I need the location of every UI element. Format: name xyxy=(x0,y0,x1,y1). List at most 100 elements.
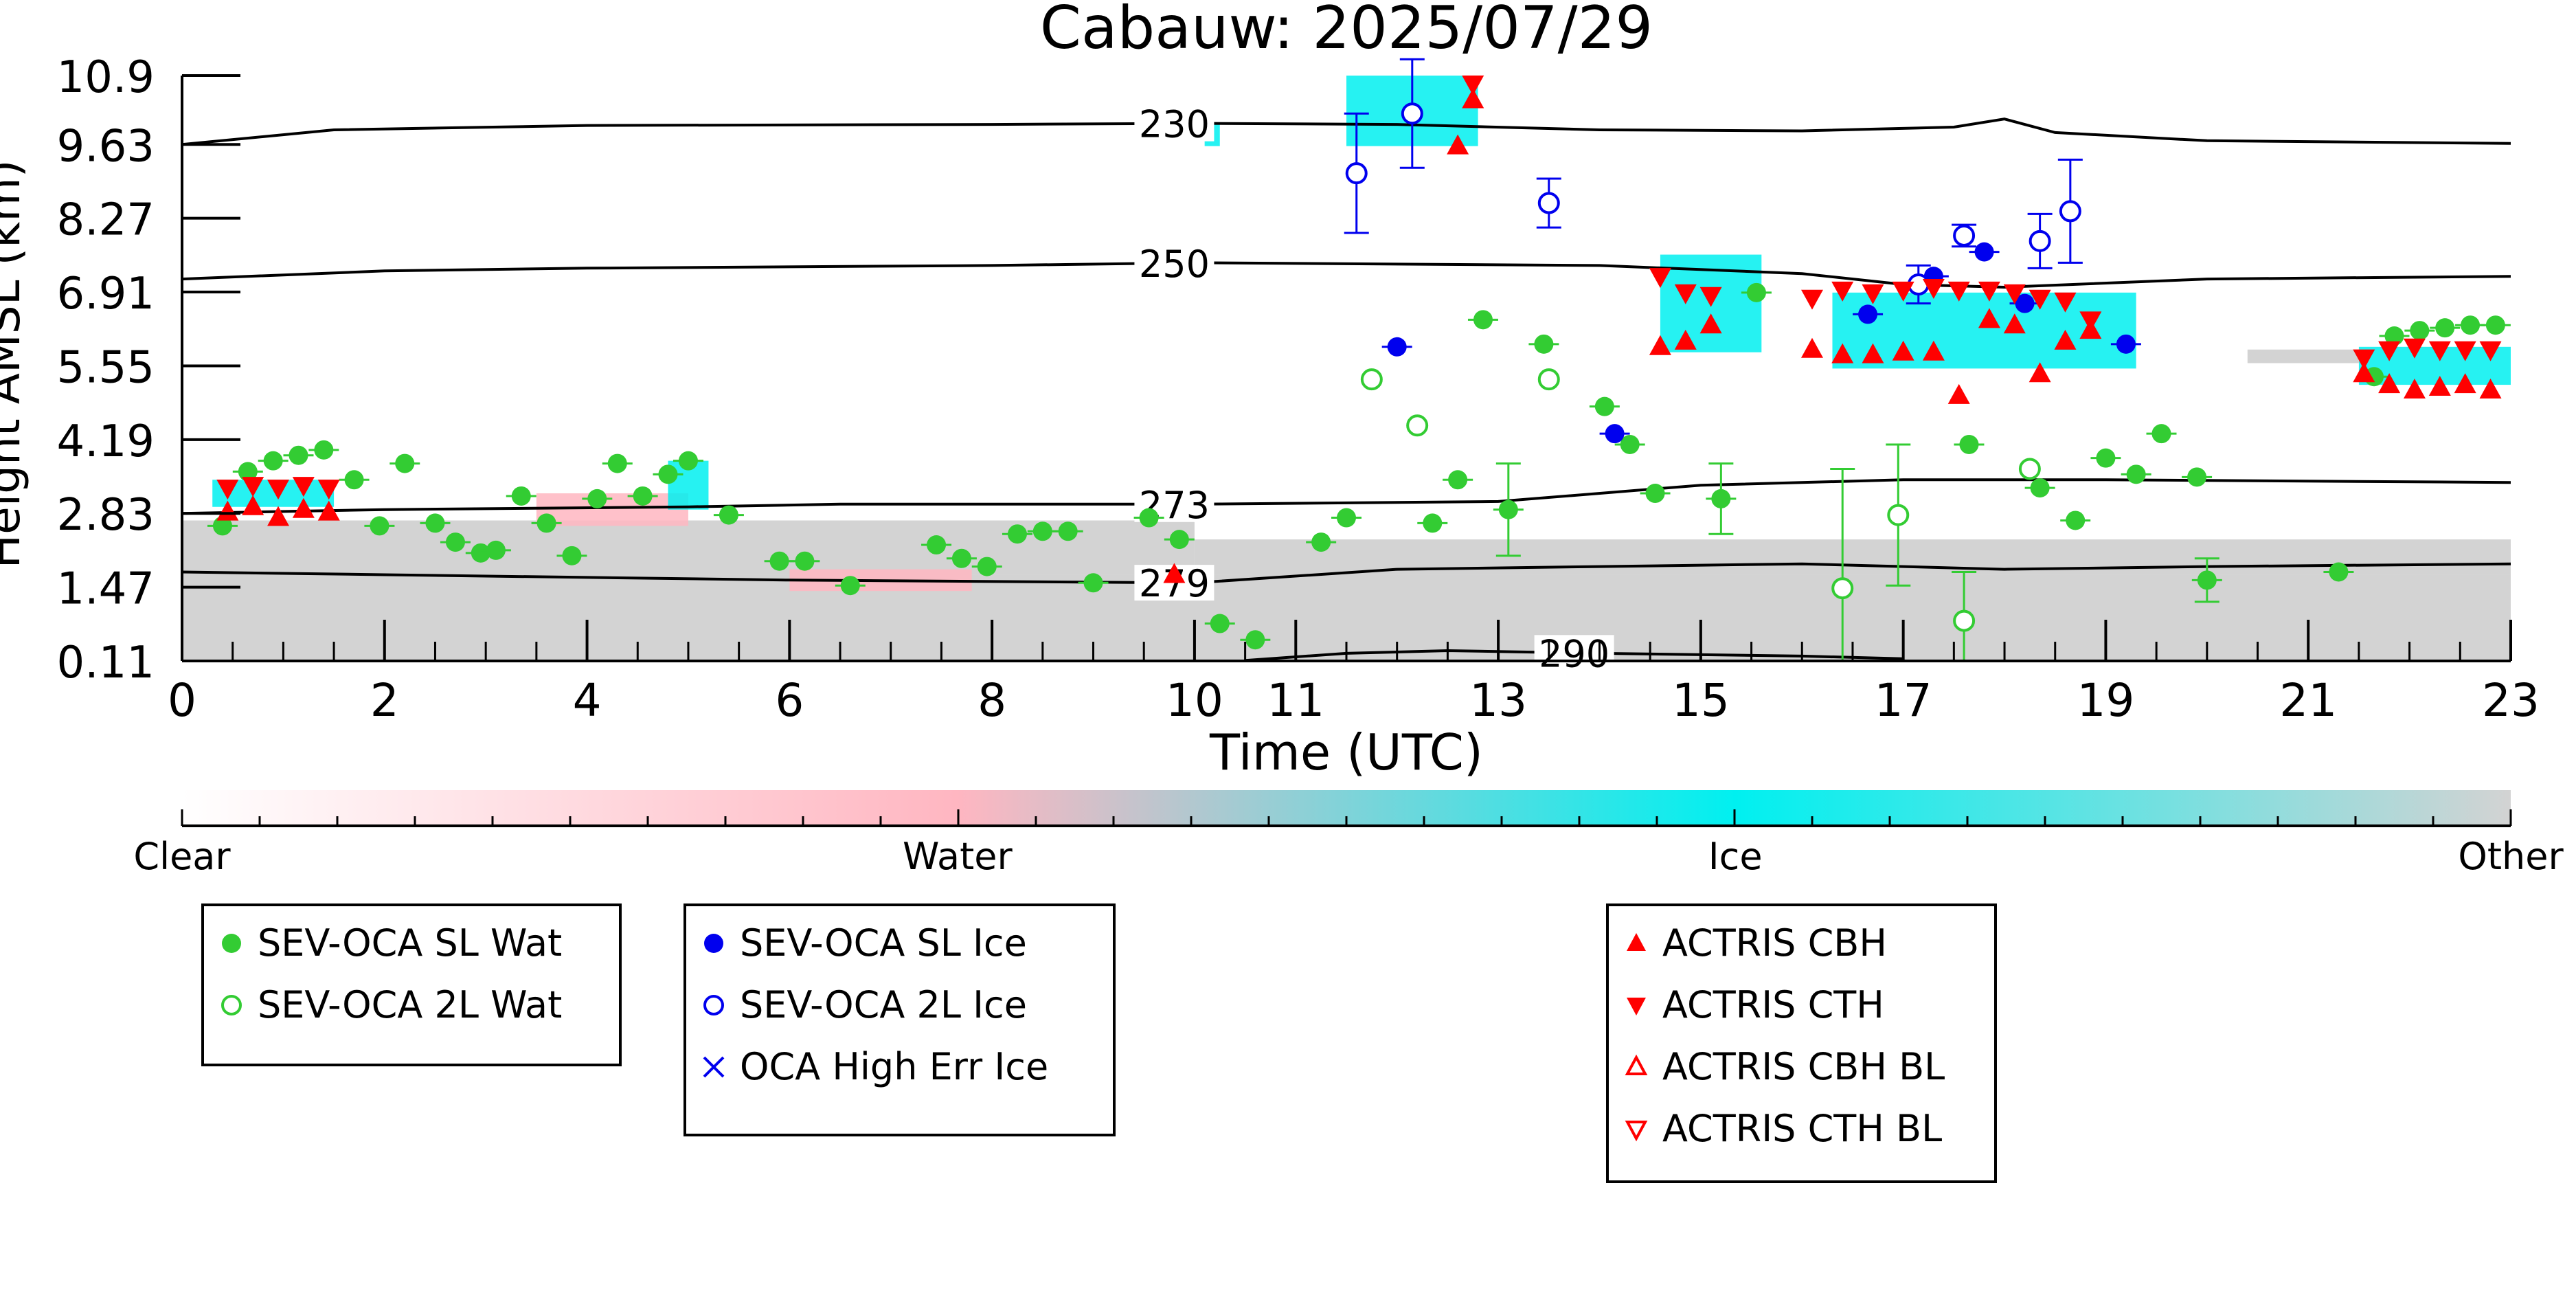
legend-marker xyxy=(1627,933,1646,951)
point-actris-cbh xyxy=(1163,563,1186,583)
point-actris-cbh xyxy=(2029,362,2051,383)
legend-box xyxy=(201,903,622,1066)
point-sev-oca-sl-ice xyxy=(1605,424,1625,444)
point-actris-cbh xyxy=(1649,335,1671,355)
point-actris-cbh xyxy=(1978,308,2000,328)
point-sev-oca-sl-wat xyxy=(1498,499,1518,519)
y-tick-label: 4.19 xyxy=(57,416,155,467)
isotherm-label-bg xyxy=(1134,245,1214,281)
point-sev-oca-sl-wat xyxy=(795,551,815,571)
point-sev-oca-2l-ice xyxy=(1537,192,1560,214)
legend-label: ACTRIS CTH BL xyxy=(1662,1107,1942,1150)
y-tick-label: 6.91 xyxy=(57,269,155,319)
point-sev-oca-sl-wat xyxy=(263,451,283,471)
point-actris-cbh xyxy=(2428,376,2451,396)
region-other xyxy=(2247,349,2359,363)
x-axis-title: Time (UTC) xyxy=(1209,723,1483,781)
point-actris-cth xyxy=(2029,289,2051,310)
point-sev-oca-sl-wat xyxy=(471,543,490,563)
point-sev-oca-sl-wat xyxy=(1534,334,1554,354)
point-sev-oca-sl-wat xyxy=(1959,434,1979,454)
point-actris-cth xyxy=(1699,287,1722,307)
point-sev-oca-2l-wat xyxy=(1537,368,1560,391)
point-sev-oca-sl-wat xyxy=(658,464,678,484)
point-actris-cbh xyxy=(216,500,239,521)
point-actris-cth xyxy=(1649,268,1671,289)
point-sev-oca-sl-wat xyxy=(1032,521,1052,541)
data-points xyxy=(207,58,2511,662)
point-sev-oca-2l-wat xyxy=(1406,414,1429,437)
point-actris-cbh xyxy=(1462,88,1484,109)
x-tick-label: 17 xyxy=(1875,674,1932,727)
point-actris-cth xyxy=(292,477,315,497)
point-actris-cbh xyxy=(2454,373,2476,394)
point-sev-oca-sl-wat xyxy=(486,540,506,560)
point-sev-oca-sl-wat xyxy=(633,486,653,506)
legend-label: SEV-OCA 2L Wat xyxy=(258,983,562,1026)
point-sev-oca-sl-wat xyxy=(2030,478,2050,498)
point-sev-oca-sl-wat xyxy=(1007,524,1027,544)
point-sev-oca-2l-ice xyxy=(2059,200,2081,223)
point-sev-oca-sl-ice xyxy=(2015,293,2035,313)
point-actris-cbh xyxy=(1892,340,1914,361)
point-actris-cbh xyxy=(2403,378,2426,398)
x-tick-label: 0 xyxy=(168,674,196,727)
isotherm-label-230: 230 xyxy=(1139,103,1210,146)
x-tick-label: 10 xyxy=(1166,674,1223,727)
colorbar: Clear Water Ice Other xyxy=(133,790,2564,878)
y-axis-title: Height AMSL (km) xyxy=(0,160,30,569)
point-sev-oca-sl-wat xyxy=(678,451,698,471)
legend-marker xyxy=(222,934,241,953)
point-sev-oca-sl-wat xyxy=(2384,326,2404,346)
point-actris-cbh xyxy=(1447,134,1469,155)
point-sev-oca-sl-wat xyxy=(1448,470,1468,490)
legend-marker xyxy=(1627,998,1646,1015)
point-actris-cbh xyxy=(317,500,340,521)
point-actris-cth xyxy=(216,480,239,500)
legend-label: ACTRIS CBH BL xyxy=(1662,1045,1945,1088)
point-actris-cth xyxy=(2353,349,2375,370)
point-actris-cth xyxy=(1862,284,1884,304)
point-actris-cbh xyxy=(2003,313,2026,334)
point-sev-oca-sl-ice xyxy=(1858,304,1878,324)
point-actris-cbh xyxy=(2479,378,2502,398)
point-sev-oca-sl-wat xyxy=(840,576,860,596)
point-actris-cth xyxy=(1674,284,1697,304)
point-sev-oca-sl-wat xyxy=(1594,396,1614,416)
point-actris-cth xyxy=(2403,338,2426,359)
point-actris-cth xyxy=(1922,278,1945,299)
point-actris-cth xyxy=(1831,281,1854,302)
point-actris-cbh xyxy=(1922,340,1945,361)
isotherm-label-bg xyxy=(1134,105,1214,142)
point-sev-oca-2l-wat xyxy=(2018,458,2041,480)
point-sev-oca-2l-wat xyxy=(1953,609,1976,632)
point-sev-oca-2l-ice xyxy=(1953,224,1976,247)
point-sev-oca-2l-ice xyxy=(2029,229,2051,252)
x-tick-label: 6 xyxy=(775,674,804,727)
region-ice xyxy=(2358,346,2511,385)
y-tick-label: 10.9 xyxy=(57,52,155,103)
isotherm-label-250: 250 xyxy=(1139,243,1210,286)
point-actris-cbh xyxy=(1862,343,1884,363)
point-actris-cbh xyxy=(1699,313,1722,334)
point-sev-oca-sl-wat xyxy=(1169,530,1189,550)
legend-label: ACTRIS CTH xyxy=(1662,983,1884,1026)
x-tick-label: 21 xyxy=(2279,674,2337,727)
point-sev-oca-sl-wat xyxy=(2435,318,2455,338)
point-actris-cth xyxy=(2428,341,2451,361)
point-sev-oca-sl-wat xyxy=(395,453,415,473)
point-actris-cth xyxy=(1978,281,2000,302)
legend-label: OCA High Err Ice xyxy=(740,1045,1048,1088)
point-sev-oca-2l-ice xyxy=(1401,102,1423,125)
point-sev-oca-sl-wat xyxy=(1311,532,1331,552)
point-sev-oca-2l-wat xyxy=(1360,368,1383,391)
x-tick-label: 8 xyxy=(978,674,1006,727)
x-tick-label: 4 xyxy=(573,674,602,727)
legend-label: SEV-OCA 2L Ice xyxy=(740,983,1027,1026)
point-actris-cth xyxy=(1947,281,1970,302)
isotherm-line-279 xyxy=(181,562,2511,585)
point-sev-oca-sl-wat xyxy=(1139,508,1159,528)
point-sev-oca-sl-wat xyxy=(1423,513,1443,533)
